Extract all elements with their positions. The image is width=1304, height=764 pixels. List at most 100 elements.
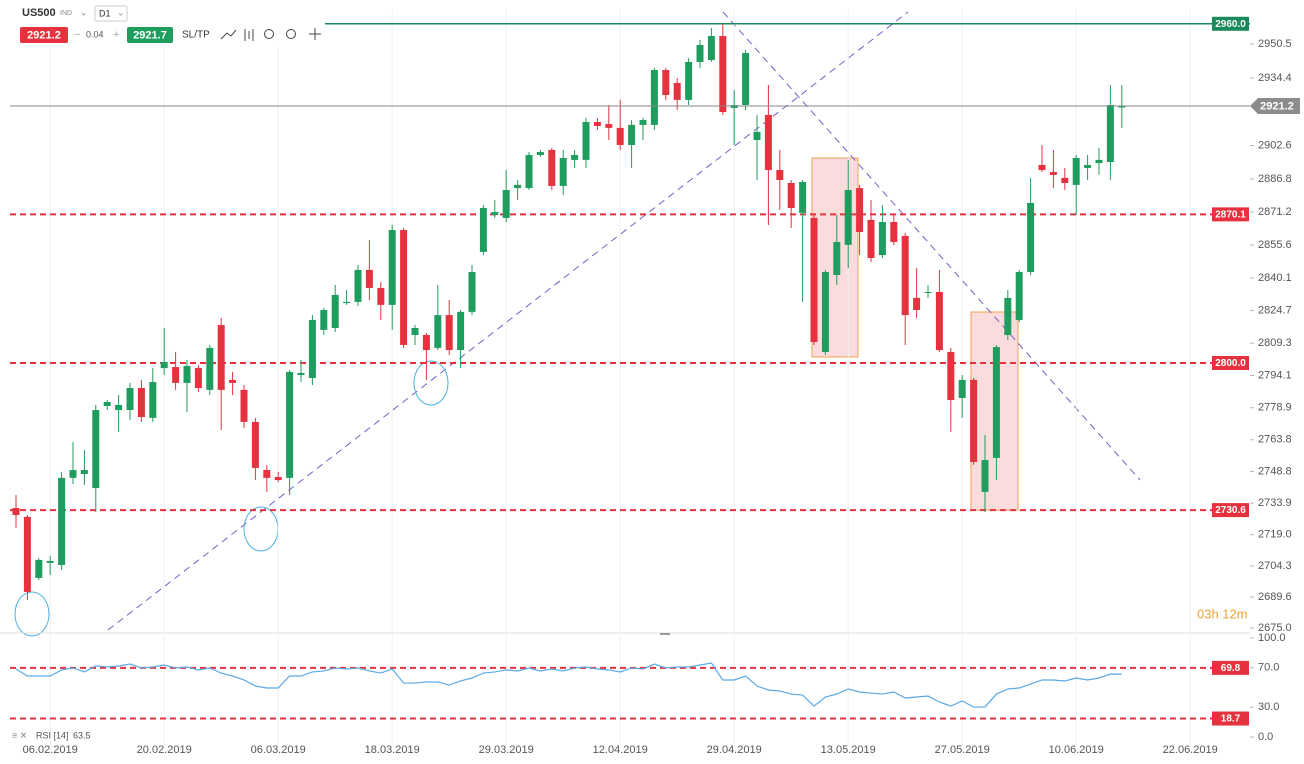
candle-body [1072,157,1080,185]
candle-body [126,387,134,411]
candle-body [924,291,932,294]
y-tick-label: 2824.7 [1258,305,1292,317]
current-price-label: 2921.2 [1260,100,1294,112]
countdown: 03h 12m [1197,606,1248,621]
y-tick-label: 2871.2 [1258,206,1292,218]
y-tick-label: 70.0 [1258,662,1279,674]
trend-line [107,11,909,631]
candle-body [92,410,100,489]
candle-body [229,379,237,383]
candle-body [992,347,1000,458]
candle-body [217,325,225,390]
y-tick-label: 2855.6 [1258,239,1292,251]
zoom-out-icon[interactable] [264,29,274,39]
candle-body [1095,159,1103,164]
y-tick-label: 2763.8 [1258,434,1292,446]
candle-body [468,272,476,312]
y-tick-label: 2748.8 [1258,465,1292,477]
candle-body [673,82,681,100]
candle-body [457,311,465,351]
trend-line [722,11,1141,481]
crosshair-icon[interactable] [309,28,321,40]
candle-body [297,372,305,376]
y-tick-label: 2809.3 [1258,337,1292,349]
timeframe[interactable]: D1 [99,8,111,18]
candle-body [1027,202,1035,273]
zoom-in-icon[interactable] [286,29,296,39]
candle-body [343,301,351,303]
candle-body [411,327,419,335]
candle-body [286,371,294,478]
y-tick-label: 2950.5 [1258,38,1292,50]
x-tick-label: 20.02.2019 [137,744,192,756]
candle-body [810,217,818,342]
timeframe-box[interactable] [94,5,128,22]
candle-body [981,460,989,492]
candle-body [878,221,886,256]
x-tick-label: 29.03.2019 [479,744,534,756]
candle-body [434,315,442,348]
spread-minus[interactable]: − [74,29,80,41]
candle-body [856,188,864,232]
candle-body [23,516,31,592]
candle-body [799,181,807,213]
candle-body [206,347,214,390]
ask-price[interactable]: 2921.7 [133,29,167,41]
candle-body [263,470,271,478]
candle-body [1038,164,1046,171]
y-tick-label: 2704.3 [1258,560,1292,572]
level-label-box [1212,503,1249,518]
candle-body [901,235,909,316]
candle-body [479,208,487,252]
sltp-button[interactable]: SL/TP [182,30,210,41]
y-tick-label: 2902.6 [1258,139,1292,151]
x-tick-label: 13.05.2019 [821,744,876,756]
ask-box[interactable] [127,27,173,43]
candle-body [833,241,841,275]
y-tick-label: 2778.9 [1258,402,1292,414]
symbol-dropdown[interactable]: ⌄ [80,7,88,17]
candle-body [890,221,898,242]
x-tick-label: 27.05.2019 [935,744,990,756]
candle-body [947,351,955,401]
level-label: 2870.1 [1215,210,1246,221]
candle-body [593,121,601,126]
indicators-icon[interactable] [244,29,254,41]
x-tick-label: 12.04.2019 [593,744,648,756]
timeframe-dropdown[interactable]: ⌄ [117,7,125,17]
candle-body [548,149,556,186]
bid-box[interactable] [20,27,68,43]
spread-plus[interactable]: + [113,29,119,41]
candle-body [274,477,282,480]
highlight-circle [14,591,50,637]
level-label: 18.7 [1221,714,1241,725]
candle-body [502,189,510,218]
level-label-box [1212,355,1249,370]
y-tick-label: 30.0 [1258,701,1279,713]
candle-body [776,170,784,181]
candle-body [753,131,761,140]
candle-body [103,401,111,407]
candle-body [525,155,533,189]
candle-body [160,361,168,369]
rsi-line [15,662,1122,708]
current-price-box [1250,98,1300,115]
y-tick-label: 2719.0 [1258,529,1292,541]
bid-price[interactable]: 2921.2 [27,29,61,41]
candle-body [639,120,647,125]
level-label-box [1212,207,1249,222]
chart-type-icon[interactable] [220,29,237,40]
symbol[interactable]: US500 [22,7,56,19]
candle-body [365,269,373,288]
level-label: 2730.6 [1215,505,1246,516]
y-tick-label: 2675.0 [1258,622,1292,634]
candle-body [69,470,77,478]
market: IND [60,10,72,17]
y-tick-label: 2840.1 [1258,272,1292,284]
rsi-icons[interactable]: ≡ ✕ [12,730,27,740]
candle-body [251,421,259,468]
candle-body [1084,164,1092,168]
highlight-circle [413,360,449,406]
candle-body [650,69,658,125]
